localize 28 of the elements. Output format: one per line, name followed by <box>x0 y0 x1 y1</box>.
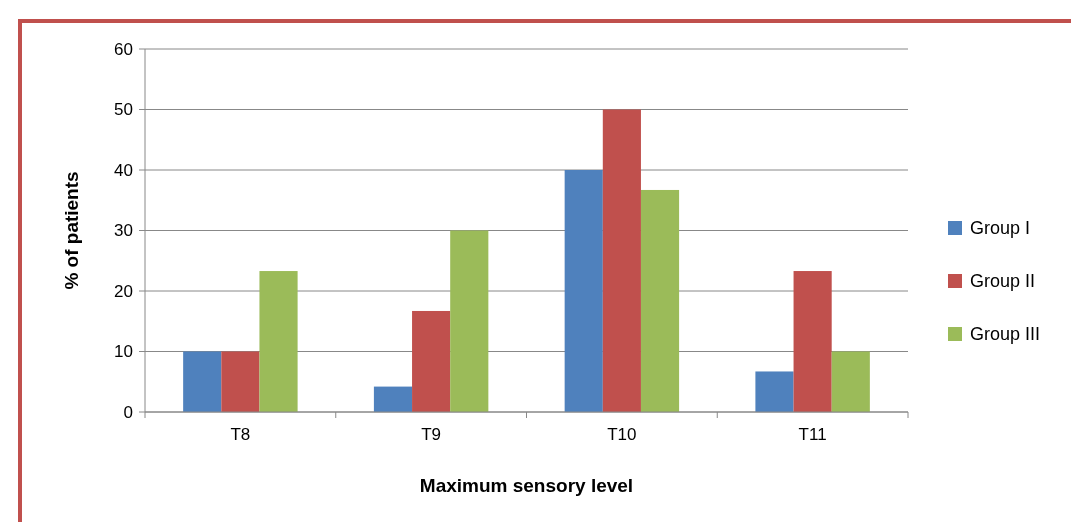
x-axis-title: Maximum sensory level <box>419 475 634 496</box>
y-tick-label: 40 <box>114 160 133 180</box>
x-tick-label: T11 <box>798 425 827 444</box>
bar <box>221 351 260 412</box>
bar <box>412 310 451 412</box>
legend-label: Group III <box>970 324 1041 345</box>
bar <box>602 109 641 412</box>
y-tick-label: 0 <box>123 402 133 422</box>
y-tick-label: 30 <box>114 221 133 241</box>
bar <box>564 170 603 412</box>
y-tick-label: 60 <box>114 39 133 59</box>
y-tick-label: 20 <box>114 281 133 301</box>
bar <box>831 351 870 412</box>
bar <box>450 230 489 412</box>
x-tick-label: T9 <box>421 425 442 444</box>
bar <box>755 371 794 412</box>
legend-label: Group II <box>970 271 1036 292</box>
bar <box>259 271 298 412</box>
bar <box>183 351 222 412</box>
legend-label: Group I <box>970 218 1031 239</box>
y-axis-title: % of patients <box>61 171 82 290</box>
x-tick-label: T8 <box>230 425 251 444</box>
bar <box>640 189 680 412</box>
y-tick-label: 10 <box>114 342 133 362</box>
bar <box>793 271 832 412</box>
y-tick-label: 50 <box>114 100 133 120</box>
bar <box>373 386 413 412</box>
x-tick-label: T10 <box>607 425 637 444</box>
